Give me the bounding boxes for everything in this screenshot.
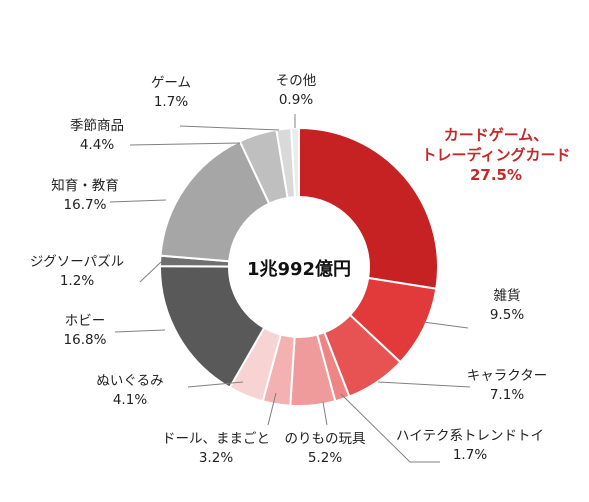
slice-label-10-0: 季節商品	[70, 118, 124, 134]
slice-label-2-0: キャラクター	[467, 368, 547, 384]
slice-value-11: 1.7%	[154, 94, 188, 110]
leader-line-11	[179, 125, 280, 131]
slice-label-6-0: ぬいぐるみ	[96, 373, 163, 389]
slice-value-2: 7.1%	[490, 387, 524, 403]
slice-label-1-0: 雑貨	[494, 287, 521, 304]
leader-line-10	[129, 142, 241, 146]
slice-label-11-0: ゲーム	[151, 75, 191, 91]
slice-value-8: 1.2%	[60, 273, 94, 289]
slice-value-1: 9.5%	[490, 307, 524, 323]
slice-value-5: 3.2%	[199, 450, 233, 466]
leader-line-5	[267, 392, 277, 426]
slice-label-8-0: ジグソーパズル	[30, 254, 124, 270]
slice-value-10: 4.4%	[80, 137, 114, 153]
slice-label-5-0: ドール、ままごと	[162, 431, 270, 447]
leader-lines-group	[109, 114, 471, 463]
leader-line-6	[187, 381, 244, 388]
slice-12	[290, 126, 300, 199]
slice-label-7-0: ホビー	[65, 313, 106, 329]
slice-value-9: 16.7%	[64, 197, 107, 213]
slice-value-3: 1.7%	[453, 447, 487, 463]
leader-line-3	[340, 393, 440, 463]
slice-label-0-0: カードゲーム、	[444, 126, 549, 144]
leader-line-1	[422, 321, 469, 329]
leader-line-8	[139, 261, 162, 283]
leader-line-2	[377, 381, 471, 388]
center-total-label: 1兆992億円	[247, 258, 351, 280]
slice-label-4-0: のりもの玩具	[285, 431, 366, 447]
slice-value-12: 0.9%	[279, 92, 313, 108]
slice-value-0: 27.5%	[470, 166, 522, 184]
slice-label-3-0: ハイテク系トレンドトイ	[396, 428, 544, 444]
slice-0	[298, 126, 439, 290]
slices-group	[158, 126, 439, 407]
slice-value-4: 5.2%	[308, 450, 342, 466]
leader-line-7	[114, 329, 166, 333]
slice-label-0-1: トレーディングカード	[422, 146, 571, 164]
leader-line-4	[322, 401, 328, 426]
labels-group: カードゲーム、トレーディングカード 27.5% 雑貨 9.5% キャラクター 7.1% ハイ…	[30, 73, 571, 466]
slice-value-7: 16.8%	[64, 332, 107, 348]
slice-label-12-0: その他	[276, 73, 317, 89]
slice-label-9-0: 知育・教育	[51, 177, 119, 194]
leader-line-9	[109, 199, 167, 203]
slice-value-6: 4.1%	[113, 392, 147, 408]
